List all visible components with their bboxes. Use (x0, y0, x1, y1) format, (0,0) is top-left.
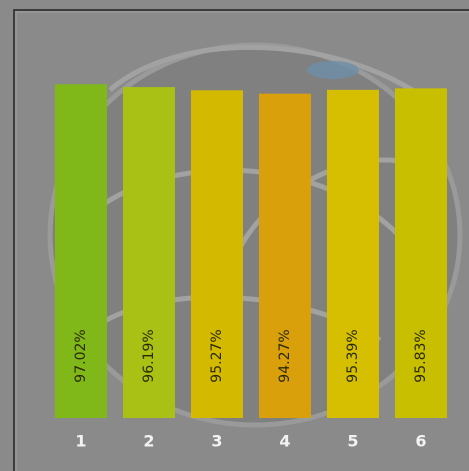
x-tick-label: 1 (75, 432, 86, 451)
value-label: 94.27% (277, 329, 293, 382)
value-label: 95.39% (345, 329, 361, 382)
chart: 97.02% 1 96.19% 2 95.27% 3 94.27% 4 95.39% 5 95.83… (0, 0, 469, 471)
value-label: 96.19% (141, 329, 157, 382)
value-label: 95.27% (209, 329, 225, 382)
x-tick-label: 2 (143, 432, 154, 451)
globe-highlight (307, 61, 359, 79)
value-label: 97.02% (73, 329, 89, 382)
x-tick-label: 6 (415, 432, 426, 451)
x-tick-label: 5 (347, 432, 358, 451)
x-tick-label: 4 (279, 432, 290, 451)
value-label: 95.83% (413, 329, 429, 382)
x-tick-label: 3 (211, 432, 222, 451)
